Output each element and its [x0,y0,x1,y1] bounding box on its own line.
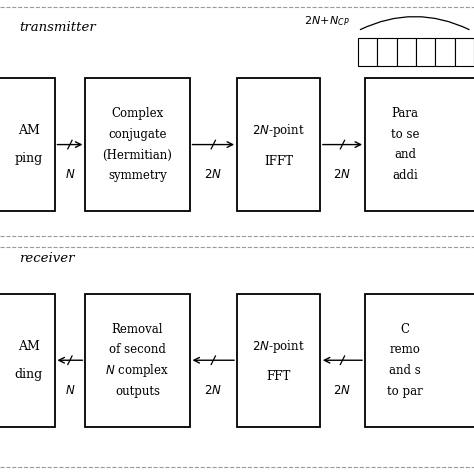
Text: ping: ping [15,152,43,165]
Bar [358,38,377,66]
Bar [237,78,320,211]
Text: to par: to par [387,384,423,398]
Text: $2N$-point: $2N$-point [252,337,305,355]
Text: $2N$: $2N$ [204,384,222,397]
Text: Complex: Complex [111,107,164,120]
Text: $N$: $N$ [64,384,75,397]
Text: $N$ complex: $N$ complex [105,362,170,379]
Text: and s: and s [390,364,421,377]
Text: $N$: $N$ [64,168,75,181]
Text: $2N$: $2N$ [204,168,222,181]
Text: outputs: outputs [115,384,160,398]
Bar [397,38,416,66]
Text: ding: ding [15,368,43,381]
Text: symmetry: symmetry [108,169,167,182]
Bar [85,294,190,427]
Text: (Hermitian): (Hermitian) [102,148,173,162]
Text: $2N$-point: $2N$-point [252,122,305,139]
Text: $2N\!+\!N_{CP}$: $2N\!+\!N_{CP}$ [304,14,350,28]
Text: Para: Para [392,107,419,120]
Text: IFFT: IFFT [264,155,293,168]
Bar [0,294,55,427]
Text: $2N$: $2N$ [334,168,351,181]
Text: and: and [394,148,416,162]
Bar [455,38,474,66]
Text: $2N$: $2N$ [334,384,351,397]
Bar [416,38,435,66]
Text: transmitter: transmitter [19,21,96,34]
Bar [365,78,474,211]
Text: of second: of second [109,343,166,356]
Bar [435,38,455,66]
Text: addi: addi [392,169,418,182]
Text: conjugate: conjugate [108,128,167,141]
Bar [377,38,397,66]
Text: receiver: receiver [19,252,74,265]
Bar [237,294,320,427]
Text: C: C [401,323,410,336]
Bar [85,78,190,211]
Bar [365,294,474,427]
Text: remo: remo [390,343,421,356]
Text: Removal: Removal [112,323,163,336]
Text: AM: AM [18,124,40,137]
Text: to se: to se [391,128,419,141]
Text: AM: AM [18,339,40,353]
Text: FFT: FFT [266,370,291,383]
Bar [0,78,55,211]
